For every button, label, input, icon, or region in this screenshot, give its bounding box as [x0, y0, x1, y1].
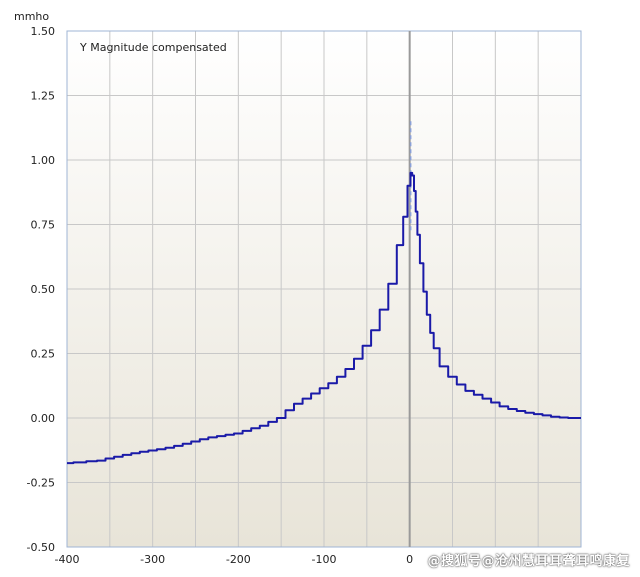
y-tick-label: 0.00 — [31, 412, 56, 425]
y-tick-label: 0.75 — [31, 219, 56, 232]
x-tick-label: -300 — [140, 553, 165, 566]
marker-layer — [408, 31, 412, 547]
y-tick-label: -0.50 — [27, 541, 55, 554]
x-tick-labels: -400 -300 -200 -100 0 — [55, 553, 414, 566]
x-tick-label: -100 — [312, 553, 337, 566]
series-line — [67, 171, 581, 465]
y-tick-label: 0.50 — [31, 283, 56, 296]
plot-frame — [66, 30, 582, 548]
y-tick-labels: -0.50 -0.25 0.00 0.25 0.50 0.75 1.00 1.25 1.50 — [27, 25, 55, 554]
y-tick-label: 1.50 — [31, 25, 56, 38]
y-tick-label: 1.25 — [31, 90, 56, 103]
y-axis-unit-label: mmho — [14, 10, 49, 23]
x-tick-label: 0 — [406, 553, 413, 566]
legend-entry: Y Magnitude compensated — [79, 41, 227, 54]
watermark: @搜狐号@沧州慧耳耳聋耳鸣康复 — [427, 554, 630, 569]
x-tick-label: -400 — [55, 553, 80, 566]
x-tick-label: -200 — [226, 553, 251, 566]
y-tick-label: 1.00 — [31, 154, 56, 167]
y-tick-label: -0.25 — [27, 477, 55, 490]
y-tick-label: 0.25 — [31, 348, 56, 361]
series-layer — [67, 171, 581, 465]
